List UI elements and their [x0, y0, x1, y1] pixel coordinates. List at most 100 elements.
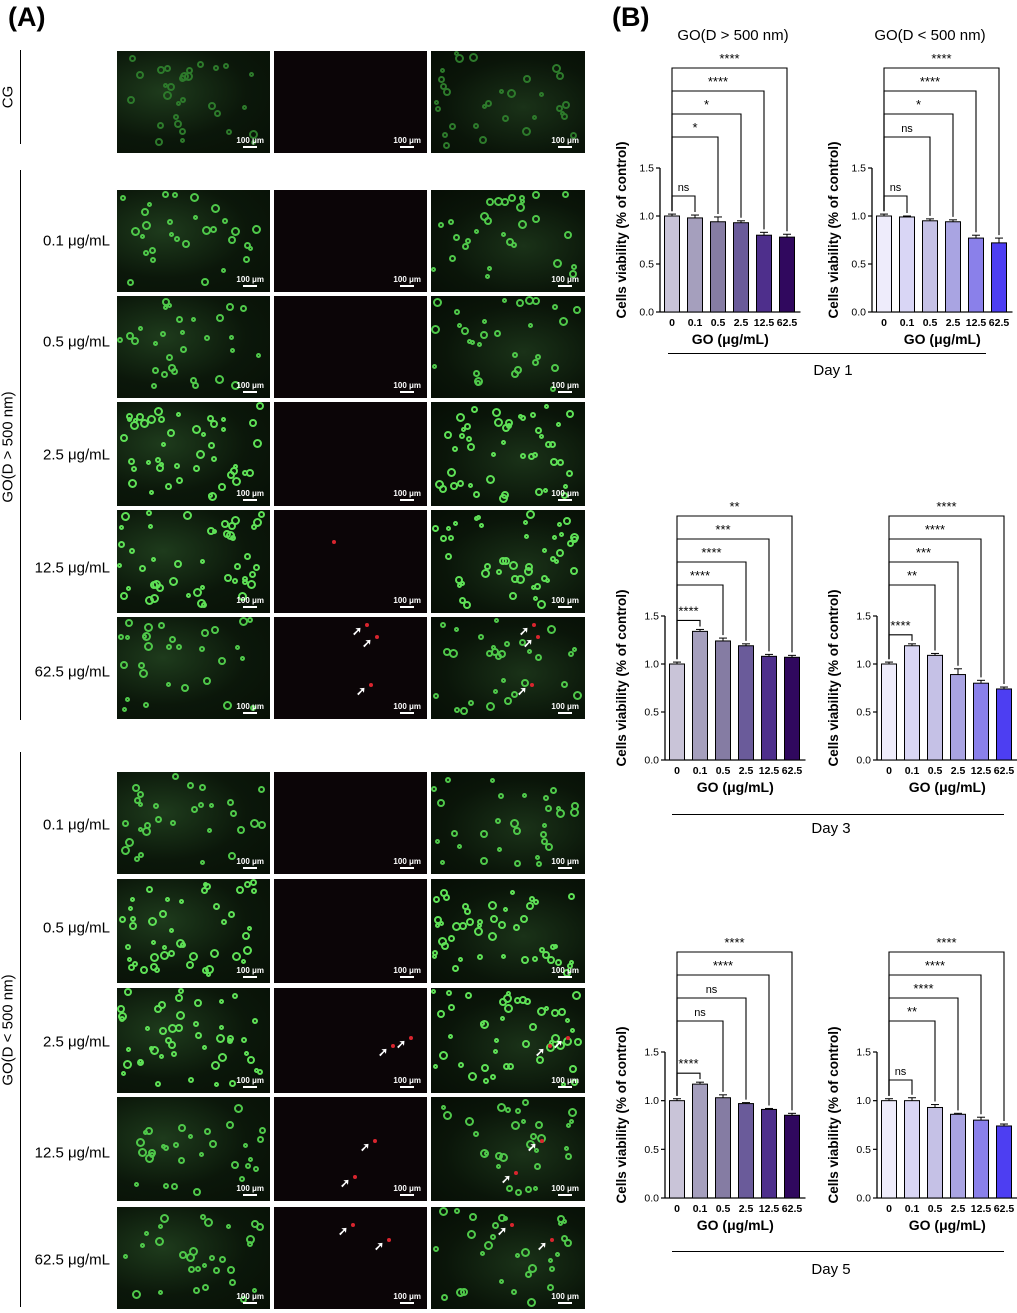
red-stained-cell	[373, 1139, 377, 1143]
stained-cell	[239, 1176, 245, 1182]
scale-bar: 100 μm	[236, 1076, 264, 1088]
stained-cell	[125, 635, 130, 640]
stained-cell	[469, 1213, 477, 1221]
day3-line	[672, 814, 1004, 815]
significance-label: ****	[925, 522, 945, 537]
stained-cell	[119, 916, 126, 923]
stained-cell	[496, 1164, 501, 1169]
x-tick-label: 62.5	[994, 1203, 1015, 1215]
stained-cell	[117, 1005, 125, 1013]
stained-cell	[528, 1264, 537, 1273]
stained-cell	[142, 632, 151, 641]
stained-cell	[564, 1146, 569, 1151]
stained-cell	[216, 1034, 225, 1043]
stained-cell	[120, 195, 126, 201]
stained-cell	[176, 101, 181, 106]
stained-cell	[248, 1157, 253, 1162]
stained-cell	[563, 517, 571, 525]
stained-cell	[197, 61, 204, 68]
stained-cell	[559, 532, 564, 537]
stained-cell	[460, 1288, 468, 1296]
stained-cell	[159, 462, 164, 467]
significance-label: ****	[701, 545, 721, 560]
stained-cell	[557, 459, 564, 466]
stained-cell	[522, 127, 531, 136]
micrograph-l125-merge: 100 μm	[431, 510, 585, 613]
stained-cell	[431, 786, 437, 792]
stained-cell	[126, 413, 133, 420]
conc-label-small-2.5: 2.5 μg/mL	[42, 1033, 110, 1051]
arrow-marker: ➚	[352, 624, 363, 638]
stained-cell	[167, 83, 175, 91]
stained-cell	[150, 581, 158, 589]
stained-cell	[221, 919, 227, 925]
stained-cell	[228, 236, 236, 244]
red-stained-cell	[510, 1223, 514, 1227]
stained-cell	[173, 114, 179, 120]
stained-cell	[563, 484, 568, 489]
micrograph-l625-red: 100 μm ➚ ➚ ➚	[274, 617, 427, 719]
stained-cell	[247, 1056, 255, 1064]
stained-cell	[186, 593, 191, 598]
stained-cell	[209, 1255, 215, 1261]
column-title-large: GO(D > 500 nm)	[677, 27, 789, 44]
x-tick-label: 2.5	[739, 765, 754, 777]
scale-bar-line	[400, 499, 415, 501]
x-tick-label: 12.5	[759, 1203, 780, 1215]
stained-cell	[232, 952, 241, 961]
scale-bar-label: 100 μm	[393, 275, 421, 284]
stained-cell	[193, 465, 200, 472]
stained-cell	[537, 600, 546, 609]
scale-bar: 100 μm	[551, 1076, 579, 1088]
significance-label: ns	[901, 123, 913, 135]
stained-cell	[149, 490, 154, 495]
bar-0.1	[692, 1083, 708, 1199]
stained-cell	[570, 567, 578, 575]
significance-label: **	[729, 499, 739, 514]
stained-cell	[180, 346, 187, 353]
stained-cell	[561, 492, 568, 499]
scale-bar: 100 μm	[236, 702, 264, 714]
stained-cell	[480, 1020, 489, 1029]
stained-cell	[171, 1183, 178, 1190]
stained-cell	[440, 68, 445, 73]
small-group-line	[20, 752, 21, 1307]
stained-cell	[535, 855, 540, 860]
scale-bar-label: 100 μm	[551, 857, 579, 866]
stained-cell	[502, 298, 507, 303]
stained-cell	[169, 577, 178, 586]
scale-bar-label: 100 μm	[236, 1184, 264, 1193]
stained-cell	[448, 535, 454, 541]
stained-cell	[468, 1072, 477, 1081]
stained-cell	[155, 457, 161, 463]
stained-cell	[448, 935, 455, 942]
arrow-marker: ➚	[338, 1224, 349, 1238]
stained-cell	[494, 330, 501, 337]
stained-cell	[572, 991, 581, 1000]
stained-cell	[214, 110, 221, 117]
bar-2.5	[733, 222, 749, 313]
x-axis-label: GO (μg/mL)	[697, 1217, 774, 1233]
stained-cell	[187, 782, 194, 789]
stained-cell	[169, 928, 174, 933]
stained-cell	[122, 707, 127, 712]
stained-cell	[536, 1056, 544, 1064]
red-stained-cell	[369, 683, 373, 687]
stained-cell	[226, 1121, 234, 1129]
stained-cell	[157, 122, 164, 129]
stained-cell	[174, 463, 180, 469]
stained-cell	[545, 805, 552, 812]
scale-bar: 100 μm	[393, 489, 421, 501]
x-tick-label: 0.5	[923, 317, 938, 329]
x-axis-label: GO (μg/mL)	[697, 779, 774, 795]
bar-62.5	[784, 656, 800, 761]
significance-label: ns	[694, 1007, 706, 1019]
stained-cell	[132, 961, 138, 967]
x-tick-label: 0.1	[900, 317, 915, 329]
red-stained-cell	[351, 1223, 355, 1227]
arrow-marker: ➚	[537, 1239, 548, 1253]
stained-cell	[480, 857, 488, 865]
stained-cell	[227, 471, 235, 479]
stained-cell	[535, 427, 542, 434]
scale-bar-line	[558, 499, 573, 501]
